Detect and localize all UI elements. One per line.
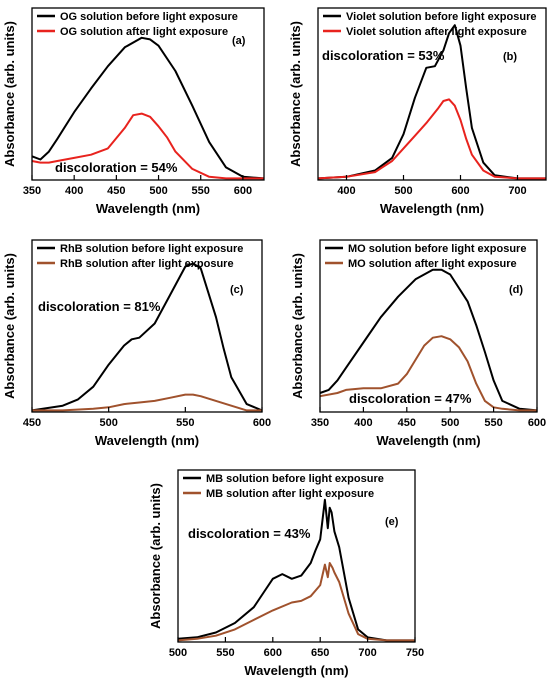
legend-entry-1: MB solution after light exposure (206, 488, 374, 500)
x-tick-label-0: 400 (337, 185, 355, 197)
series-line-1 (177, 562, 415, 642)
x-axis-title: Wavelength (nm) (380, 201, 484, 216)
y-axis-title: Absorbance (arb. units) (288, 21, 303, 167)
series-line-1 (32, 393, 262, 412)
y-axis-title: Absorbance (arb. units) (2, 253, 17, 399)
x-tick-label-3: 500 (441, 417, 459, 429)
x-axis-title: Wavelength (nm) (96, 201, 200, 216)
discoloration-annotation: discoloration = 43% (188, 526, 311, 541)
plot-frame (31, 239, 263, 413)
y-axis-title: Absorbance (arb. units) (148, 483, 163, 629)
x-tick-label-1: 500 (394, 185, 412, 197)
x-tick-label-3: 600 (253, 417, 271, 429)
x-tick-label-2: 450 (107, 185, 125, 197)
plot-frame (319, 239, 538, 413)
legend-entry-0: MB solution before light exposure (206, 473, 384, 485)
panel-tag: (d) (509, 284, 523, 296)
x-tick-label-1: 500 (99, 417, 117, 429)
legend-entry-0: MO solution before light exposure (348, 243, 526, 255)
chart-panel-2: 450 500 550 600 Wavelength (nm) Absorbance (a… (2, 239, 271, 448)
series-line-1 (317, 98, 546, 180)
x-tick-label-5: 600 (528, 417, 546, 429)
x-tick-label-5: 750 (406, 647, 424, 659)
x-tick-label-1: 400 (65, 185, 83, 197)
legend-entry-1: Violet solution after light exposure (346, 26, 527, 38)
x-tick-label-0: 350 (23, 185, 41, 197)
legend-entry-0: RhB solution before light exposure (60, 243, 243, 255)
x-axis-title: Wavelength (nm) (244, 663, 348, 678)
series-line-0 (177, 498, 415, 642)
legend-entry-1: MO solution after light exposure (348, 258, 517, 270)
x-tick-label-5: 600 (234, 185, 252, 197)
y-axis-title: Absorbance (arb. units) (2, 21, 17, 167)
chart-panel-0: 350 400 450 500 550 600 Wavelength (nm) Absorba… (2, 7, 265, 216)
discoloration-annotation: discoloration = 81% (38, 299, 161, 314)
x-tick-label-3: 650 (311, 647, 329, 659)
discoloration-annotation: discoloration = 47% (349, 391, 472, 406)
panel-tag: (c) (230, 284, 244, 296)
x-tick-label-2: 450 (398, 417, 416, 429)
plot-frame (177, 469, 416, 643)
x-tick-label-0: 450 (23, 417, 41, 429)
x-axis-title: Wavelength (nm) (376, 433, 480, 448)
x-axis-title: Wavelength (nm) (95, 433, 199, 448)
x-tick-label-2: 600 (451, 185, 469, 197)
x-tick-label-4: 550 (484, 417, 502, 429)
x-tick-label-0: 350 (311, 417, 329, 429)
legend-entry-1: OG solution after light exposure (60, 26, 228, 38)
x-tick-label-4: 700 (358, 647, 376, 659)
series-line-0 (319, 268, 538, 412)
series-line-1 (31, 112, 264, 180)
plot-frame (31, 7, 265, 181)
series-line-0 (31, 36, 265, 180)
x-tick-label-1: 550 (216, 647, 234, 659)
x-tick-label-4: 550 (192, 185, 210, 197)
discoloration-annotation: discoloration = 53% (322, 48, 445, 63)
x-tick-label-3: 700 (508, 185, 526, 197)
x-tick-label-2: 600 (264, 647, 282, 659)
panel-tag: (a) (232, 35, 246, 47)
chart-panel-1: 400 500 600 700 Wavelength (nm) Absorbance (a… (288, 7, 547, 216)
chart-panel-4: 500 550 600 650 700 750 Wavelength (nm) Absorba… (148, 469, 424, 678)
x-tick-label-2: 550 (176, 417, 194, 429)
plot-frame (317, 7, 547, 181)
y-axis-title: Absorbance (arb. units) (290, 253, 305, 399)
chart-panel-3: 350 400 450 500 550 600 Wavelength (nm) Absorba… (290, 239, 546, 448)
panel-tag: (b) (503, 51, 517, 63)
x-tick-label-0: 500 (169, 647, 187, 659)
series-line-0 (317, 24, 546, 180)
legend-entry-0: Violet solution before light exposure (346, 11, 537, 23)
series-line-0 (31, 262, 263, 412)
x-tick-label-3: 500 (149, 185, 167, 197)
discoloration-annotation: discoloration = 54% (55, 160, 178, 175)
legend-entry-0: OG solution before light exposure (60, 11, 238, 23)
x-tick-label-1: 400 (354, 417, 372, 429)
legend-entry-1: RhB solution after light exposure (60, 258, 234, 270)
series-line-1 (319, 335, 537, 412)
panel-tag: (e) (385, 516, 399, 528)
